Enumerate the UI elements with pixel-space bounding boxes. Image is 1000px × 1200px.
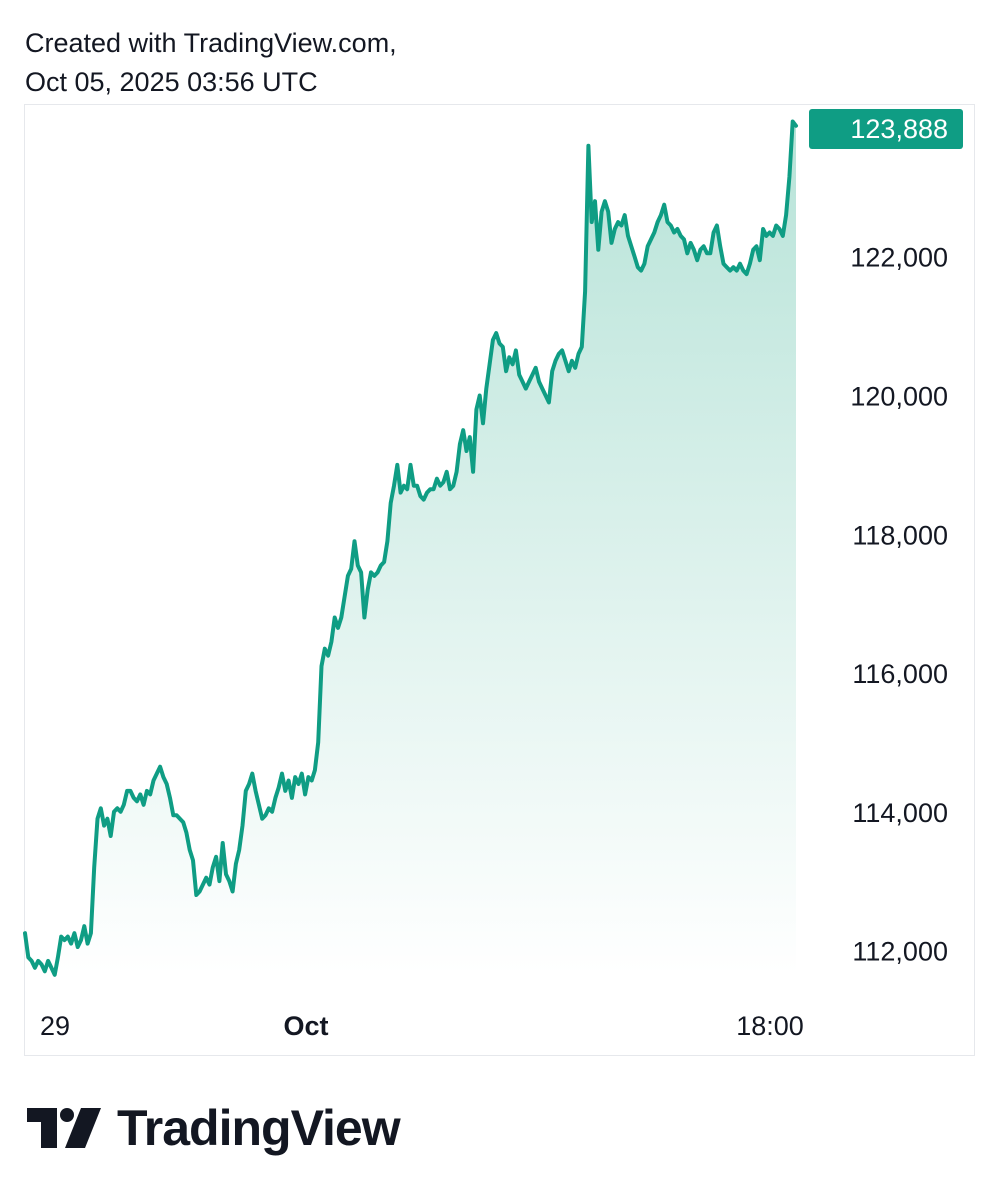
- tradingview-logo-icon: [27, 1108, 101, 1148]
- y-tick-label: 112,000: [852, 937, 948, 967]
- price-area-fill: [25, 121, 796, 975]
- last-price-label: 123,888: [809, 109, 963, 149]
- y-axis: 112,000 114,000 116,000 118,000 120,000 122,0…: [850, 243, 948, 967]
- y-tick-label: 120,000: [850, 382, 948, 412]
- y-tick-label: 118,000: [852, 520, 948, 550]
- x-tick-label: 29: [40, 1011, 70, 1041]
- price-line[interactable]: [23, 119, 798, 977]
- y-tick-label: 114,000: [852, 798, 948, 828]
- created-with-text: Created with TradingView.com,: [25, 28, 397, 58]
- timestamp-text: Oct 05, 2025 03:56 UTC: [25, 67, 318, 97]
- x-axis: 29 Oct 18:00: [40, 1011, 804, 1041]
- x-tick-label: 18:00: [736, 1011, 804, 1041]
- x-tick-label: Oct: [283, 1011, 328, 1041]
- tradingview-logo[interactable]: TradingView: [27, 1100, 401, 1156]
- chart-frame: [24, 104, 975, 1056]
- chart-header: Created with TradingView.com, Oct 05, 20…: [25, 24, 397, 102]
- y-tick-label: 122,000: [850, 243, 948, 273]
- last-price-label-text: 123,888: [850, 114, 948, 144]
- last-price-label-background: [809, 109, 963, 149]
- y-tick-label: 116,000: [852, 659, 948, 689]
- tradingview-logo-text: TradingView: [117, 1100, 401, 1156]
